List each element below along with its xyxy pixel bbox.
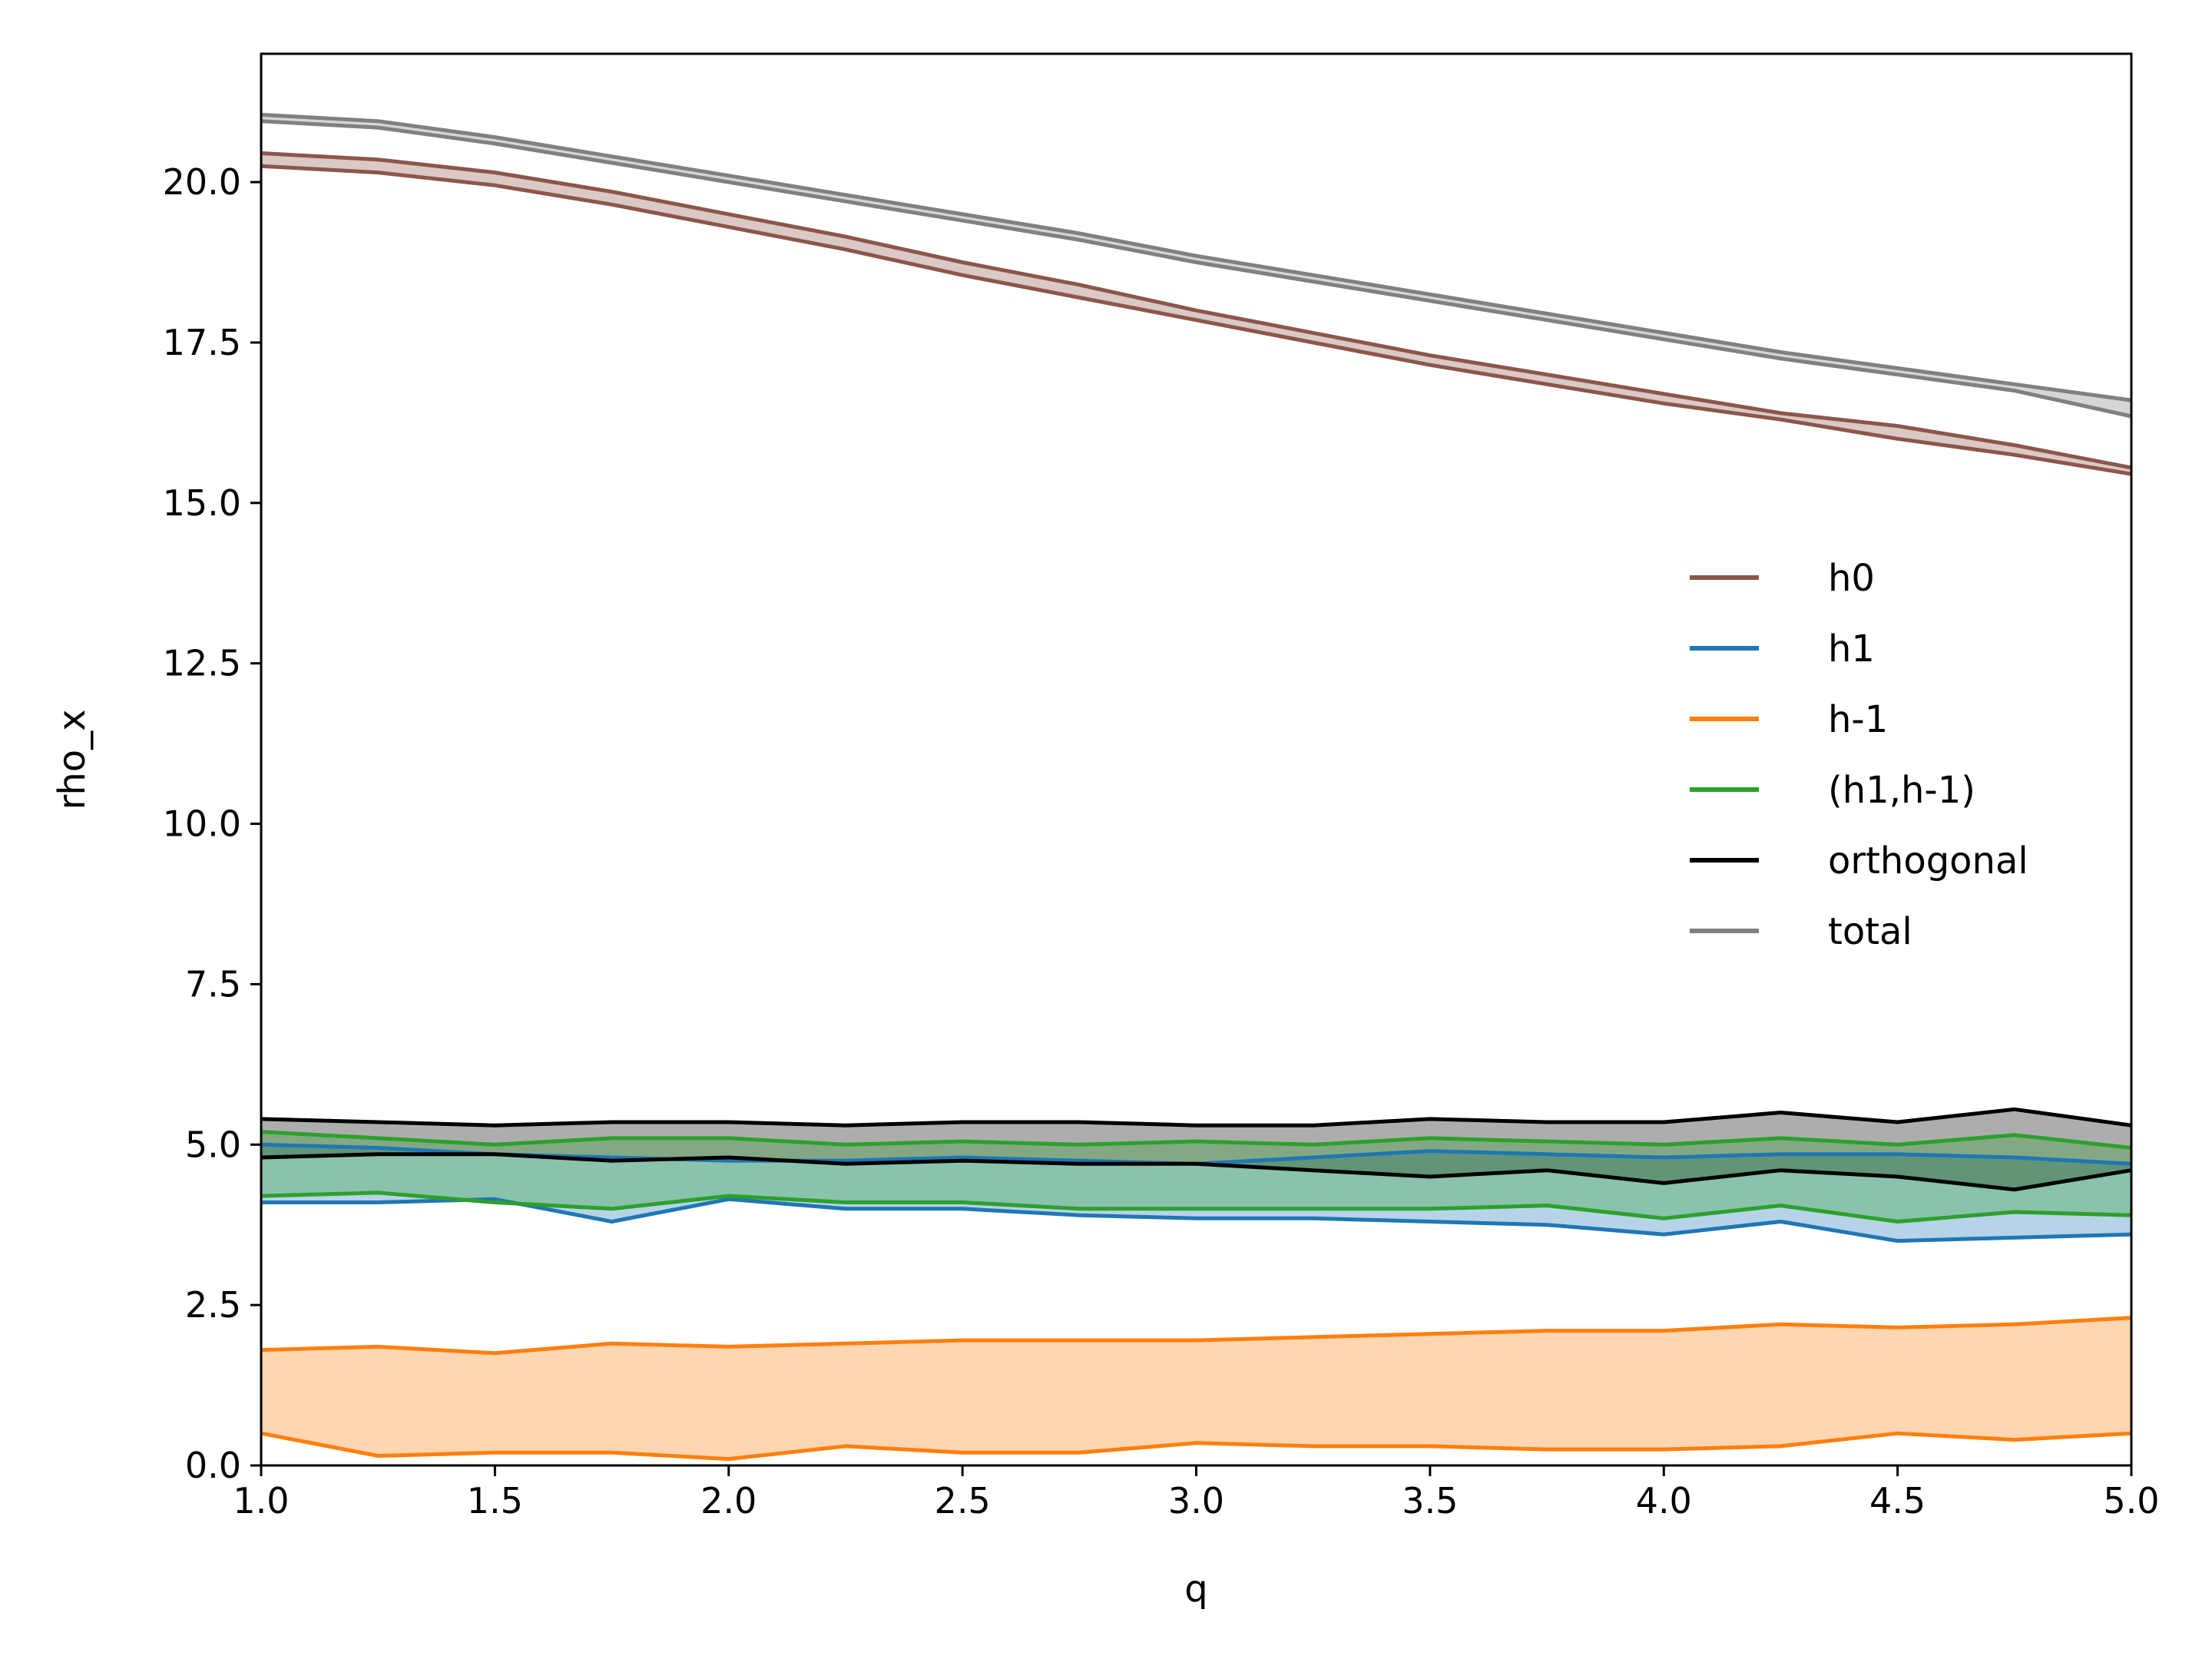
legend-label-total: total [1828, 910, 1912, 953]
y-tick-label: 10.0 [163, 803, 241, 845]
line-orthogonal-lower [260, 1152, 2132, 1192]
x-tick-label: 1.5 [467, 1480, 523, 1522]
x-tick-label: 1.0 [233, 1480, 289, 1522]
legend-label-h0: h0 [1828, 557, 1875, 600]
line-h0-lower [260, 164, 2132, 476]
band-orthogonal [261, 1109, 2131, 1190]
line-h1-h-1-upper [260, 1130, 2132, 1150]
legend-label-h1: h1 [1828, 628, 1875, 671]
y-tick-label: 2.5 [185, 1284, 241, 1326]
legend-label-h1-h-1: (h1,h-1) [1828, 769, 1975, 812]
band-h1-h-1 [261, 1131, 2131, 1222]
x-tick-label: 2.0 [700, 1480, 757, 1522]
line-h-1-upper [260, 1316, 2132, 1356]
line-orthogonal-upper [260, 1107, 2132, 1128]
y-tick-label: 12.5 [163, 643, 241, 684]
x-tick-label: 4.5 [1869, 1480, 1926, 1522]
legend-label-h-1: h-1 [1828, 698, 1888, 741]
x-axis-ticks: 1.0 1.5 2.0 2.5 3.0 3.5 4.0 4.5 5.0 [233, 1465, 2160, 1522]
lines-layer [260, 112, 2132, 1462]
line-total-lower [260, 119, 2132, 419]
x-tick-label: 2.5 [935, 1480, 991, 1522]
legend-label-orthogonal: orthogonal [1828, 839, 2028, 882]
y-axis-label: rho_x [51, 709, 94, 810]
y-tick-label: 7.5 [185, 963, 241, 1005]
x-tick-label: 5.0 [2103, 1480, 2159, 1522]
y-tick-label: 20.0 [163, 161, 241, 203]
y-axis-ticks: 0.0 2.5 5.0 7.5 10.0 12.5 15.0 17.5 20.0 [163, 161, 261, 1486]
line-total-upper [260, 112, 2132, 402]
line-h1-h-1-lower [260, 1190, 2132, 1224]
legend: h0 h1 h-1 (h1,h-1) orthogonal total [1690, 557, 2028, 953]
y-tick-label: 0.0 [185, 1445, 241, 1486]
line-h0-upper [260, 151, 2132, 470]
band-h-1 [261, 1317, 2131, 1459]
y-tick-label: 15.0 [163, 482, 241, 524]
x-axis-label: q [1184, 1568, 1207, 1611]
y-tick-label: 17.5 [163, 322, 241, 363]
band-h0 [261, 153, 2131, 475]
x-tick-label: 4.0 [1636, 1480, 1692, 1522]
line-h-1-lower [260, 1431, 2132, 1462]
x-tick-label: 3.0 [1168, 1480, 1224, 1522]
y-tick-label: 5.0 [185, 1124, 241, 1165]
line-h1-lower [261, 1197, 2132, 1243]
x-tick-label: 3.5 [1402, 1480, 1458, 1522]
